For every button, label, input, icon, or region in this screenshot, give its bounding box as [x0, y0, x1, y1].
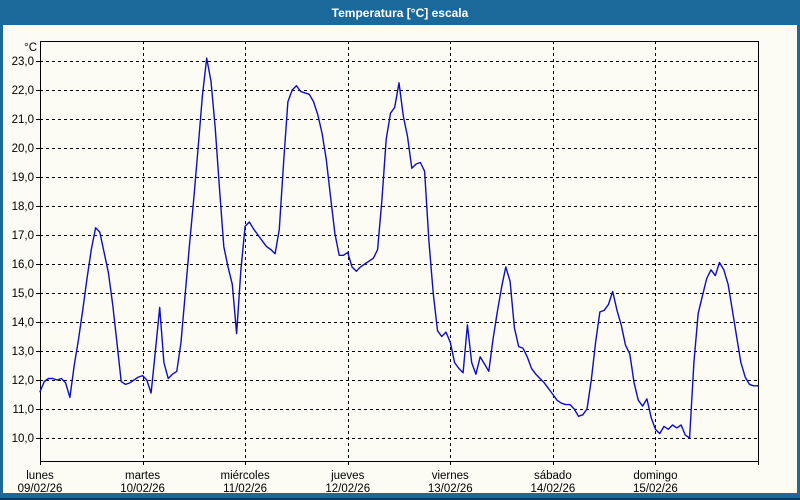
x-tick-date: 15/02/26: [633, 483, 678, 493]
x-tick-weekday: miércoles: [221, 470, 270, 482]
chart-container: °C 23,0 22,0 21,0 20,0 19,0 18,0 17,0 16,0 15,0 14…: [3, 25, 797, 493]
x-tick-weekday: sábado: [534, 470, 572, 482]
axis-ticks: [36, 61, 759, 465]
y-tick-label: 13,0: [12, 346, 34, 358]
gridlines: [40, 41, 758, 461]
x-tick-weekday: domingo: [633, 470, 677, 482]
y-tick-label: 14,0: [12, 317, 34, 329]
y-tick-label: 18,0: [12, 201, 34, 213]
y-tick-label: 12,0: [12, 375, 34, 387]
x-tick-date: 11/02/26: [223, 483, 267, 493]
x-tick-date: 14/02/26: [530, 483, 575, 493]
x-tick-weekday: martes: [125, 470, 160, 482]
y-tick-label: 20,0: [12, 143, 34, 155]
y-tick-label: 16,0: [12, 259, 34, 271]
y-tick-label: 10,0: [12, 433, 34, 445]
y-tick-label: 15,0: [12, 288, 34, 300]
y-axis-unit-label: °C: [24, 42, 37, 54]
x-tick-weekday: lunes: [26, 470, 54, 482]
x-tick-weekday: jueves: [330, 470, 364, 482]
x-tick-date: 12/02/26: [325, 483, 370, 493]
y-axis-labels: °C 23,0 22,0 21,0 20,0 19,0 18,0 17,0 16,0 15,0 14…: [12, 42, 37, 445]
x-tick-date: 13/02/26: [428, 483, 473, 493]
y-tick-label: 23,0: [12, 56, 34, 68]
y-tick-label: 19,0: [12, 172, 34, 184]
plot-border: [40, 41, 759, 462]
temperature-line: [39, 57, 759, 439]
y-tick-label: 17,0: [12, 230, 34, 242]
title-bar: Temperatura [°C] escala: [0, 0, 800, 25]
temperature-chart: °C 23,0 22,0 21,0 20,0 19,0 18,0 17,0 16,0 15,0 14…: [12, 41, 759, 493]
x-tick-date: 09/02/26: [18, 483, 63, 493]
y-tick-label: 21,0: [12, 114, 34, 126]
x-tick-weekday: viernes: [432, 470, 469, 482]
x-tick-date: 10/02/26: [120, 483, 165, 493]
y-tick-label: 22,0: [12, 85, 34, 97]
y-tick-label: 11,0: [12, 404, 34, 416]
chart-title: Temperatura [°C] escala: [331, 5, 469, 20]
